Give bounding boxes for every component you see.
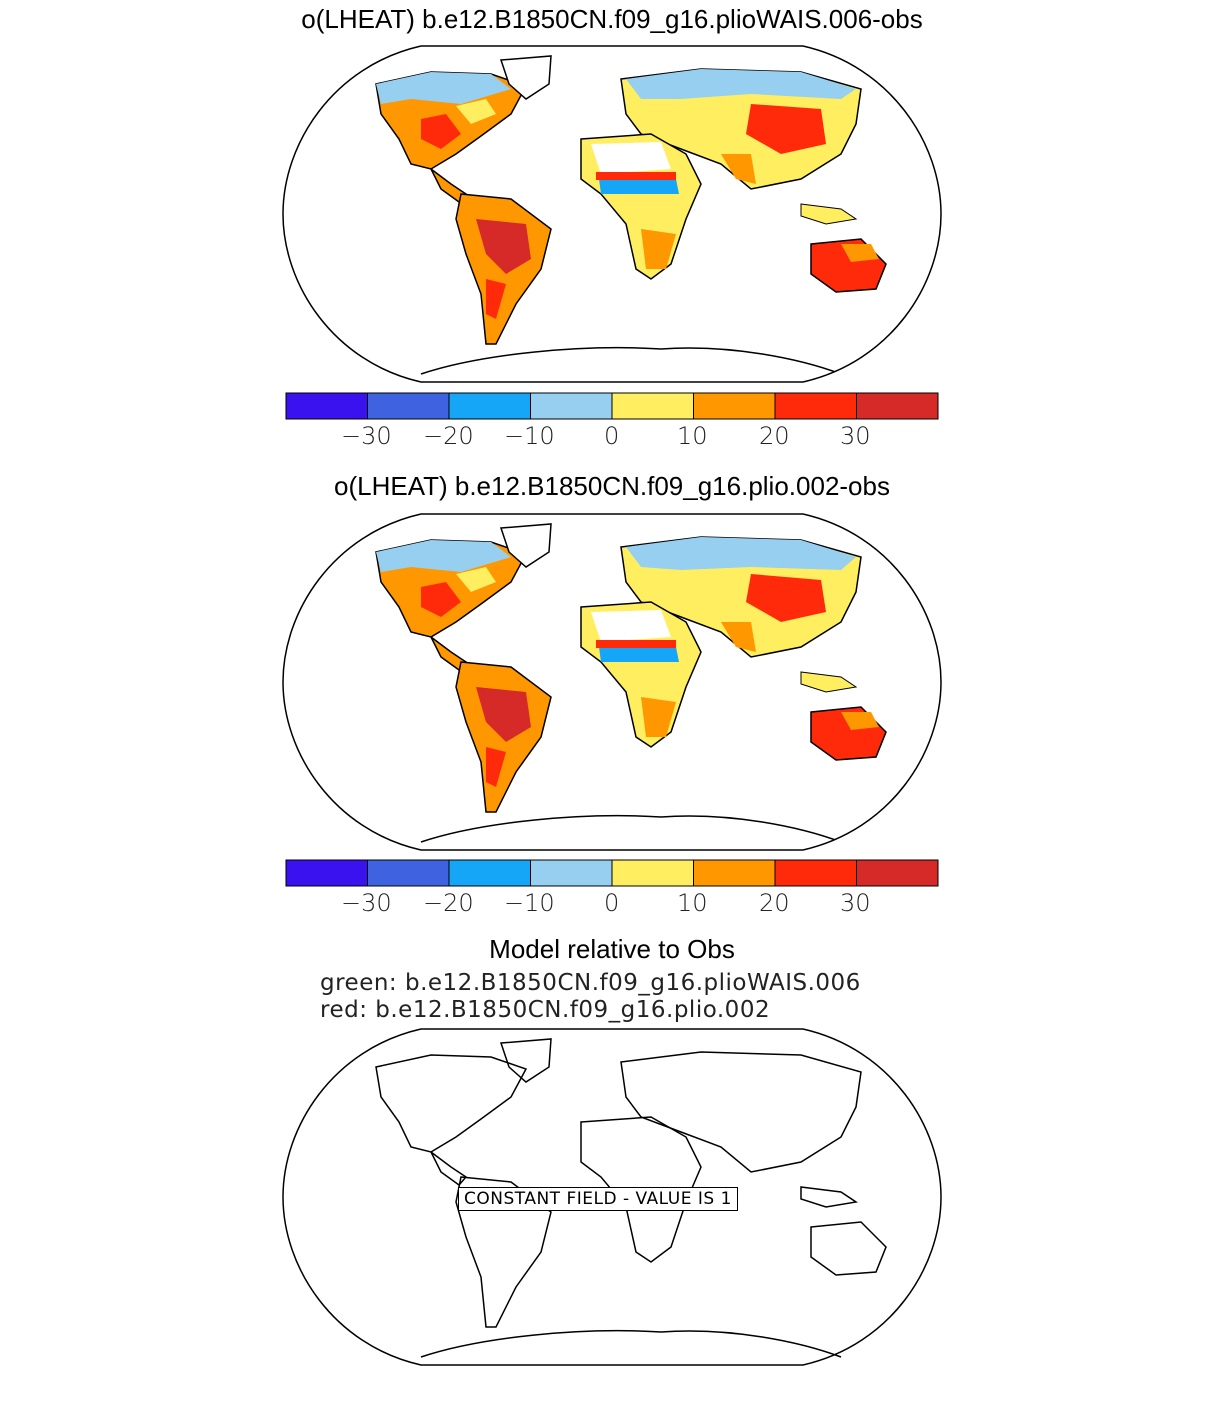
tick-label: 10: [677, 422, 708, 450]
colorbar-swatch: [774, 392, 857, 420]
colorbar-2: [285, 859, 939, 887]
colorbar-swatch: [285, 859, 368, 887]
panel-1-title: o(LHEAT) b.e12.B1850CN.f09_g16.plioWAIS.…: [301, 4, 923, 34]
colorbar-1: [285, 392, 939, 420]
panel-1-map: [282, 45, 942, 383]
map-border-3: [282, 1028, 942, 1366]
colorbar-swatch: [285, 392, 368, 420]
tick-label: 10: [677, 889, 708, 917]
colorbar-swatch: [530, 392, 613, 420]
tick-label: 30: [840, 422, 871, 450]
colorbar-swatch: [856, 392, 939, 420]
colorbar-swatch: [693, 859, 776, 887]
colorbar-swatch: [367, 392, 450, 420]
tick-label: 20: [759, 889, 790, 917]
colorbar-swatch: [611, 859, 694, 887]
colorbar-swatch: [611, 392, 694, 420]
map-border-1: [282, 45, 942, 383]
tick-label: 0: [604, 889, 620, 917]
tick-label: −30: [341, 889, 392, 917]
tick-label: −20: [423, 889, 474, 917]
legend-red-line: red: b.e12.B1850CN.f09_g16.plio.002: [320, 997, 771, 1023]
tick-label: −30: [341, 422, 392, 450]
colorbar-swatch: [448, 859, 531, 887]
land-field-1: [375, 55, 887, 375]
colorbar-swatch: [774, 859, 857, 887]
tick-label: −10: [504, 889, 555, 917]
tick-label: 30: [840, 889, 871, 917]
tick-label: 0: [604, 422, 620, 450]
colorbar-swatch: [693, 392, 776, 420]
panel-2-map: [282, 513, 942, 851]
legend-green-line: green: b.e12.B1850CN.f09_g16.plioWAIS.00…: [320, 970, 861, 996]
summary-title: Model relative to Obs: [489, 934, 735, 964]
map-border-2: [282, 513, 942, 851]
tick-label: 20: [759, 422, 790, 450]
tick-label: −10: [504, 422, 555, 450]
colorbar-swatch: [448, 392, 531, 420]
tick-label: −20: [423, 422, 474, 450]
panel-2-title: o(LHEAT) b.e12.B1850CN.f09_g16.plio.002-…: [334, 471, 890, 501]
colorbar-swatch: [530, 859, 613, 887]
land-field-2: [375, 523, 887, 843]
colorbar-swatch: [367, 859, 450, 887]
colorbar-swatch: [856, 859, 939, 887]
constant-field-label: CONSTANT FIELD - VALUE IS 1: [458, 1187, 738, 1211]
